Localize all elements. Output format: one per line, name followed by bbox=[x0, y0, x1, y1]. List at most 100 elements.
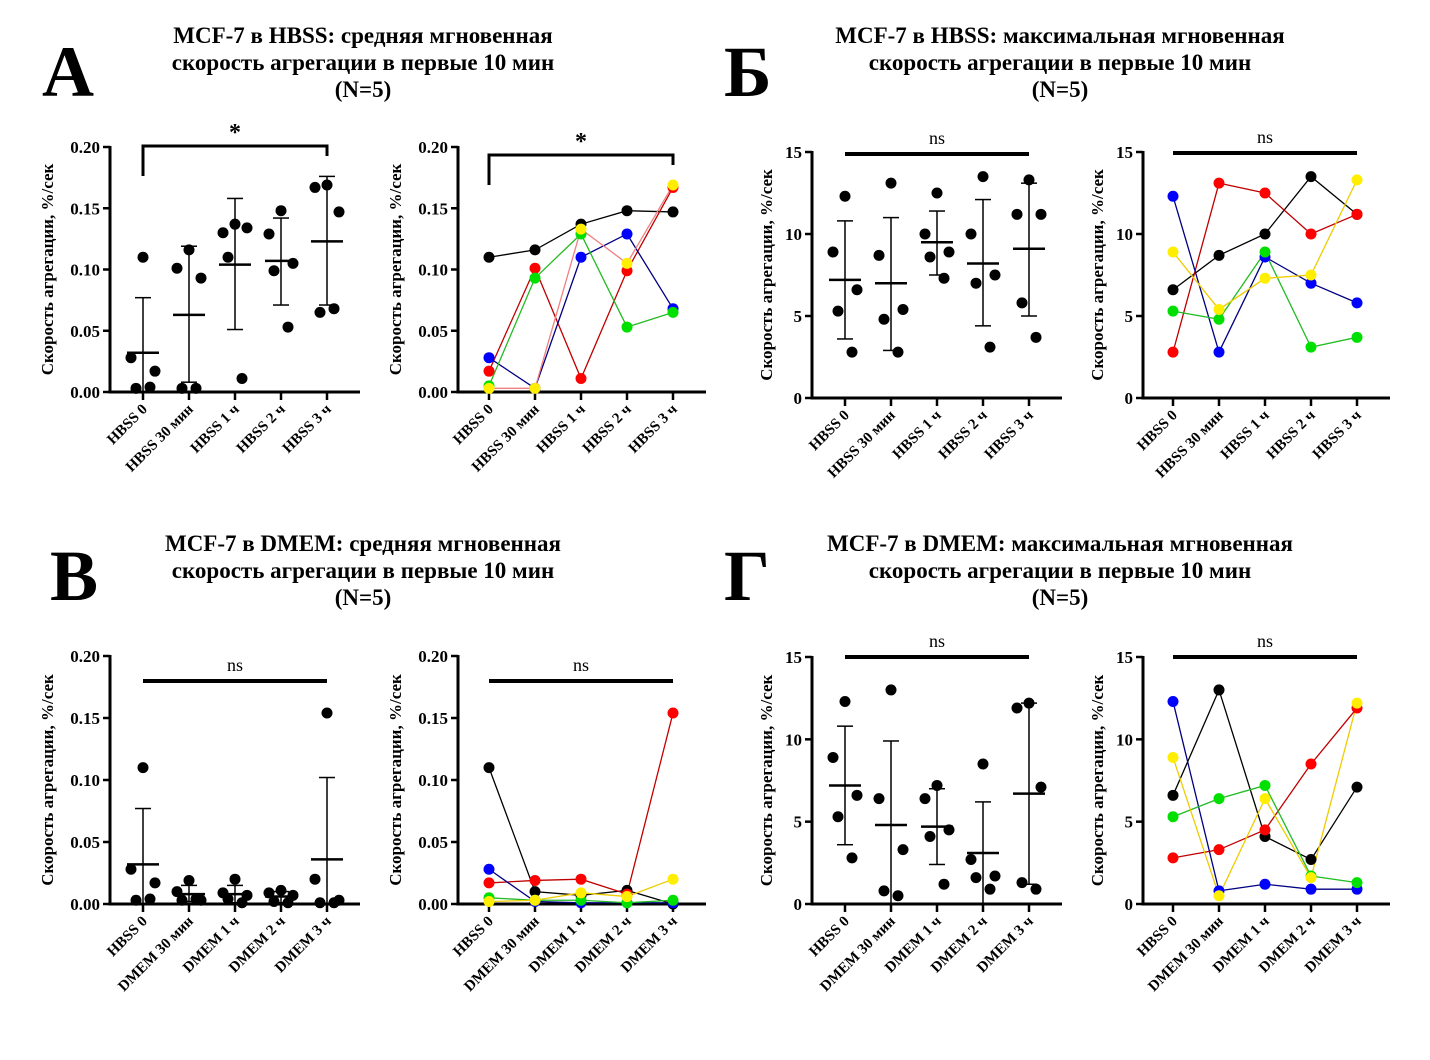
series-line-yellow bbox=[489, 184, 674, 389]
data-point bbox=[931, 187, 943, 199]
significance-label: ns bbox=[929, 631, 945, 651]
y-tick-label: 0.00 bbox=[418, 383, 448, 402]
y-tick-label: 0.20 bbox=[70, 647, 100, 666]
title-line: скорость агрегации в первые 10 мин bbox=[868, 50, 1252, 75]
series-point-red bbox=[1167, 346, 1179, 358]
x-category-label: HBSS 1 ч bbox=[890, 407, 945, 462]
data-point bbox=[832, 811, 844, 823]
series-point-green bbox=[1351, 331, 1363, 343]
series-point-yellow bbox=[483, 382, 495, 394]
significance-label: ns bbox=[227, 655, 243, 675]
data-point bbox=[1023, 174, 1035, 186]
y-axis-title: Скорость агрегации, %/сек bbox=[38, 164, 57, 376]
series-point-red bbox=[1167, 852, 1179, 864]
data-point bbox=[130, 894, 142, 906]
series-point-yellow bbox=[575, 887, 587, 899]
significance-label: ns bbox=[1257, 127, 1273, 147]
series-point-yellow bbox=[1213, 303, 1225, 315]
data-point bbox=[943, 246, 955, 258]
data-point bbox=[171, 886, 183, 898]
y-axis-title: Скорость агрегации, %/сек bbox=[1088, 169, 1107, 381]
data-point bbox=[989, 269, 1001, 281]
series-point-yellow bbox=[1259, 793, 1271, 805]
data-point bbox=[125, 352, 137, 364]
chart-B-scatter: 0 5 10 15 Скорость агрегации, %/сек HBSS 0 HBS… bbox=[757, 128, 1062, 481]
data-point bbox=[183, 244, 195, 256]
data-point bbox=[222, 251, 234, 263]
y-tick-label: 0.00 bbox=[70, 383, 100, 402]
data-point bbox=[885, 177, 897, 189]
data-point bbox=[919, 793, 931, 805]
x-category-label: HBSS 0 bbox=[806, 914, 852, 960]
y-tick-label: 0.05 bbox=[70, 833, 100, 852]
series-point-green bbox=[1305, 341, 1317, 353]
series-point-yellow bbox=[1305, 872, 1317, 884]
data-point bbox=[965, 228, 977, 240]
data-point bbox=[183, 874, 195, 886]
y-tick-label: 0.05 bbox=[418, 322, 448, 341]
data-point bbox=[885, 684, 897, 696]
series-point-blue bbox=[1167, 190, 1179, 202]
title-line: MCF-7 в HBSS: средняя мгновенная bbox=[173, 23, 553, 48]
data-point bbox=[144, 893, 156, 905]
x-category-label: HBSS 2 ч bbox=[234, 401, 289, 456]
series-point-green bbox=[529, 272, 541, 284]
y-tick-label: 0.05 bbox=[70, 322, 100, 341]
series-point-black bbox=[1213, 684, 1225, 696]
series-point-blue bbox=[1305, 883, 1317, 895]
data-point bbox=[137, 762, 149, 774]
series-point-yellow bbox=[529, 382, 541, 394]
series-point-green bbox=[667, 894, 679, 906]
data-point bbox=[846, 346, 858, 358]
y-tick-label: 0.10 bbox=[70, 261, 100, 280]
data-point bbox=[328, 303, 340, 315]
data-point bbox=[977, 758, 989, 770]
series-line-red bbox=[1172, 182, 1358, 353]
series-point-blue bbox=[575, 251, 587, 263]
y-tick-label: 0 bbox=[1125, 895, 1134, 914]
data-point bbox=[970, 872, 982, 884]
series-point-blue bbox=[621, 228, 633, 240]
data-point bbox=[195, 272, 207, 284]
series-point-green bbox=[1167, 811, 1179, 823]
significance-bracket bbox=[141, 144, 329, 176]
y-tick-label: 0.15 bbox=[418, 709, 448, 728]
data-point bbox=[321, 179, 333, 191]
data-point bbox=[846, 852, 858, 864]
title-line: скорость агрегации в первые 10 мин bbox=[171, 50, 555, 75]
data-point bbox=[268, 896, 280, 908]
data-point bbox=[878, 313, 890, 325]
data-point bbox=[309, 873, 321, 885]
data-point bbox=[275, 205, 287, 217]
x-category-label: HBSS 0 bbox=[450, 402, 496, 448]
series-point-red bbox=[1351, 208, 1363, 220]
series-point-red bbox=[1305, 228, 1317, 240]
series-point-black bbox=[483, 762, 495, 774]
y-tick-label: 0 bbox=[794, 389, 803, 408]
title-line: скорость агрегации в первые 10 мин bbox=[171, 558, 555, 583]
data-point bbox=[217, 227, 229, 239]
data-point bbox=[851, 789, 863, 801]
series-point-blue bbox=[1259, 878, 1271, 890]
data-point bbox=[1011, 702, 1023, 714]
title-line: (N=5) bbox=[1031, 585, 1089, 610]
series-point-black bbox=[529, 886, 541, 898]
panel-letter-b: Б bbox=[724, 32, 772, 112]
data-point bbox=[229, 218, 241, 230]
series-point-yellow bbox=[621, 891, 633, 903]
series-point-green bbox=[1213, 793, 1225, 805]
series-point-blue bbox=[483, 352, 495, 364]
x-category-label: HBSS 1 ч bbox=[1218, 407, 1273, 462]
y-tick-label: 15 bbox=[1116, 648, 1133, 667]
series-point-yellow bbox=[1351, 174, 1363, 186]
chart-B-lines: 0 5 10 15 Скорость агрегации, %/сек HBSS 0 HBS… bbox=[1088, 127, 1390, 481]
data-point bbox=[314, 897, 326, 909]
series-point-yellow bbox=[529, 894, 541, 906]
y-axis-title: Скорость агрегации, %/сек bbox=[38, 674, 57, 886]
x-category-label: HBSS 1 ч bbox=[534, 401, 589, 456]
data-point bbox=[309, 181, 321, 193]
data-point bbox=[1016, 297, 1028, 309]
series-point-green bbox=[1351, 877, 1363, 889]
y-tick-label: 0.00 bbox=[418, 895, 448, 914]
